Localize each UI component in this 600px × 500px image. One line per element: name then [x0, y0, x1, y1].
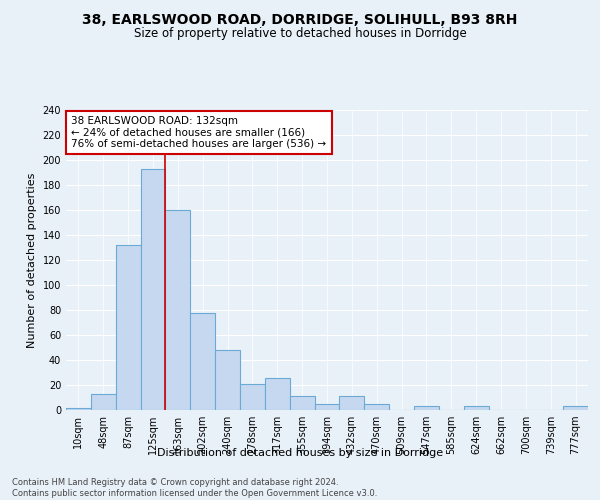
Bar — [563, 406, 588, 410]
Bar — [414, 406, 439, 410]
Bar — [240, 384, 265, 410]
Text: 38, EARLSWOOD ROAD, DORRIDGE, SOLIHULL, B93 8RH: 38, EARLSWOOD ROAD, DORRIDGE, SOLIHULL, … — [82, 12, 518, 26]
Bar — [265, 378, 290, 410]
Bar — [116, 245, 140, 410]
Bar — [140, 169, 166, 410]
Bar — [215, 350, 240, 410]
Bar — [66, 408, 91, 410]
Bar — [364, 404, 389, 410]
Bar — [340, 396, 364, 410]
Text: Contains HM Land Registry data © Crown copyright and database right 2024.
Contai: Contains HM Land Registry data © Crown c… — [12, 478, 377, 498]
Text: Size of property relative to detached houses in Dorridge: Size of property relative to detached ho… — [134, 28, 466, 40]
Text: 38 EARLSWOOD ROAD: 132sqm
← 24% of detached houses are smaller (166)
76% of semi: 38 EARLSWOOD ROAD: 132sqm ← 24% of detac… — [71, 116, 326, 149]
Bar — [190, 312, 215, 410]
Y-axis label: Number of detached properties: Number of detached properties — [27, 172, 37, 348]
Text: Distribution of detached houses by size in Dorridge: Distribution of detached houses by size … — [157, 448, 443, 458]
Bar — [91, 394, 116, 410]
Bar — [314, 404, 340, 410]
Bar — [166, 210, 190, 410]
Bar — [464, 406, 488, 410]
Bar — [290, 396, 314, 410]
